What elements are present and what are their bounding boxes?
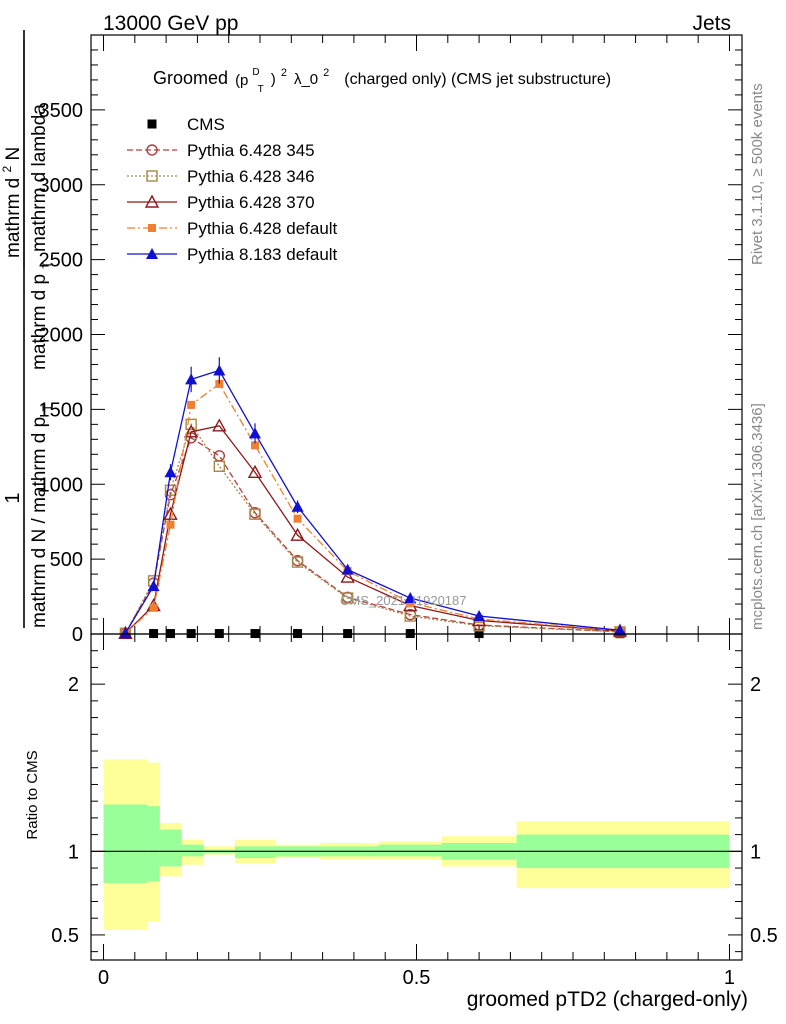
ratio-ytick-label: 0.5: [51, 925, 79, 947]
data-point-p370: [212, 418, 227, 432]
rivet-label: Rivet 3.1.10, ≥ 500k events: [749, 83, 766, 265]
ratio-band-stat-5: [234, 846, 276, 859]
data-point-p6def: [166, 520, 175, 529]
data-point-p6def: [149, 603, 158, 612]
header-left: 13000 GeV pp: [103, 12, 238, 35]
y-axis-title-denominator: mathrm d N / mathrm d p T: [29, 404, 54, 628]
data-point-p6def: [251, 441, 260, 450]
legend-marker-cms: [147, 119, 157, 129]
data-point-p370: [183, 424, 199, 438]
legend-label-p345: Pythia 6.428 345: [187, 141, 315, 160]
series-line-p370: [124, 425, 620, 634]
data-point-p346: [213, 460, 226, 472]
legend-label-cms: CMS: [187, 115, 225, 134]
data-point-p346: [291, 556, 304, 568]
y-axis-title-one: 1: [2, 492, 24, 503]
ratio-ytick-label: 1: [68, 841, 79, 863]
plot-title: Groomed (p D T ) 2 λ_0 2 (charged only) …: [153, 59, 611, 96]
ratio-frame: [90, 633, 743, 961]
ratio-y-label: Ratio to CMS: [24, 750, 41, 839]
ratio-ytick-label: 2: [68, 674, 79, 696]
legend-label-p370: Pythia 6.428 370: [187, 193, 315, 212]
main-ytick-label: 3500: [39, 100, 84, 122]
legend-label-p346: Pythia 6.428 346: [187, 167, 315, 186]
main-ytick-label: 2000: [39, 325, 84, 347]
y-axis-title-inner-denominator: mathrm d p T mathrm d lambda: [29, 104, 56, 370]
data-point-p370: [290, 527, 305, 541]
legend-marker-p346: [146, 170, 158, 182]
ratio-band-stat-2: [159, 829, 182, 867]
ratio-panel: 0 0.5 1 0.5 0.5 1 1 2 2: [51, 633, 778, 989]
data-point-p345: [213, 450, 226, 462]
main-ytick-label: 500: [50, 549, 83, 571]
ratio-band-stat-3: [181, 844, 204, 857]
data-point-p346: [185, 418, 197, 431]
y-axis-title: 1 mathrm d N / mathrm d p T mathrm d 2 N…: [0, 30, 56, 628]
watermark: CMS_2021_I1920187: [340, 593, 467, 608]
main-ytick-label: 1500: [39, 399, 84, 421]
data-point-p370: [247, 464, 263, 478]
ratio-xtick-label: 0: [98, 967, 109, 989]
legend-marker-p8def: [146, 248, 158, 259]
data-point-p6def: [187, 400, 196, 409]
legend: CMS Pythia 6.428 345 Pythia 6.428 346 Pythi…: [127, 115, 338, 264]
x-axis-title: groomed pTD2 (charged-only): [467, 988, 748, 1011]
main-ytick-label: 2500: [39, 250, 84, 272]
main-ytick-label: 1000: [39, 474, 84, 496]
data-point-p8def: [613, 624, 626, 636]
legend-marker-p370: [144, 194, 160, 208]
header-right: Jets: [692, 12, 731, 35]
data-point-p370: [340, 569, 355, 583]
ratio-ytick-label-right: 0.5: [750, 925, 778, 947]
ratio-band-stat-1: [147, 806, 160, 882]
main-ytick-label: 0: [72, 624, 83, 646]
data-point-p346: [341, 592, 354, 604]
data-point-p6def: [293, 514, 302, 523]
data-point-p370: [163, 506, 178, 520]
ratio-xtick-label: 0.5: [403, 967, 431, 989]
main-panel: 0 500 1000 1500 2000 2500 3000 3500: [39, 34, 743, 646]
data-point-p346: [249, 508, 261, 520]
legend-label-p8def: Pythia 8.183 default: [187, 245, 338, 264]
ratio-band-stat-0: [103, 804, 148, 884]
series-line-p346: [124, 422, 620, 634]
main-ytick-label: 3000: [39, 175, 84, 197]
series-line-p345: [124, 436, 620, 634]
data-point-p8def: [119, 627, 132, 639]
ratio-ytick-label-right: 1: [750, 841, 761, 863]
y-axis-title-numerator: mathrm d 2 N: [0, 147, 24, 258]
data-point-p6def: [215, 379, 224, 388]
ratio-band-stat-8: [378, 844, 442, 857]
mcplots-label: mcplots.cern.ch [arXiv:1306.3436]: [749, 403, 766, 630]
data-point-p346: [164, 484, 177, 496]
legend-label-p6def: Pythia 6.428 default: [187, 219, 338, 238]
legend-marker-p345: [146, 144, 158, 156]
legend-marker-p6def: [148, 224, 156, 232]
ratio-ytick-label-right: 2: [750, 674, 761, 696]
ratio-xtick-label: 1: [724, 967, 735, 989]
